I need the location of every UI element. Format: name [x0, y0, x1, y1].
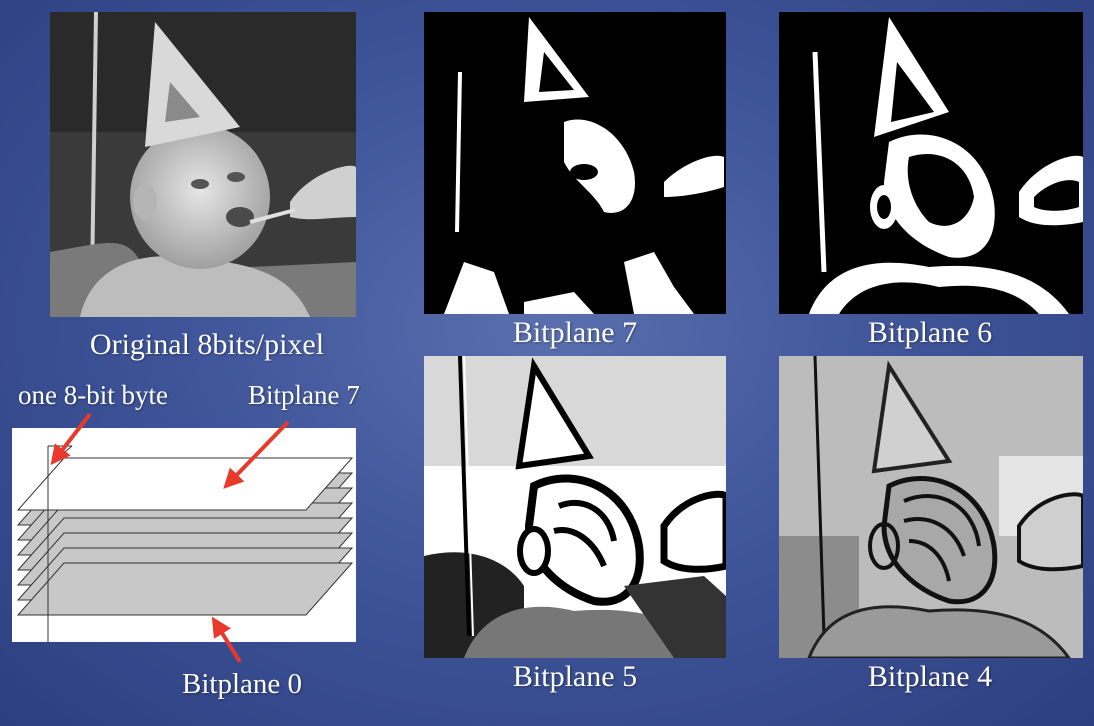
byte-label: one 8-bit byte [18, 380, 168, 410]
bitplane-7-image [424, 12, 726, 314]
bitplane-4-caption: Bitplane 4 [867, 660, 993, 693]
bottom-plane-label: Bitplane 0 [181, 668, 303, 700]
bitplane-5-image [424, 356, 726, 658]
bitplane-4-image [779, 356, 1083, 658]
original-caption: Original 8bits/pixel [89, 328, 325, 361]
bitplane-6-image [779, 12, 1083, 314]
bitplane-6-caption: Bitplane 6 [867, 316, 993, 349]
bitplane-stack-diagram [12, 428, 356, 642]
plane-stack [16, 445, 354, 642]
top-plane-label: Bitplane 7 [248, 380, 360, 410]
bitplane-7-caption: Bitplane 7 [512, 316, 638, 349]
bitplane-5-caption: Bitplane 5 [512, 660, 638, 693]
top-plane [16, 457, 354, 511]
bitplane-0 [16, 562, 354, 616]
original-image [50, 12, 356, 317]
